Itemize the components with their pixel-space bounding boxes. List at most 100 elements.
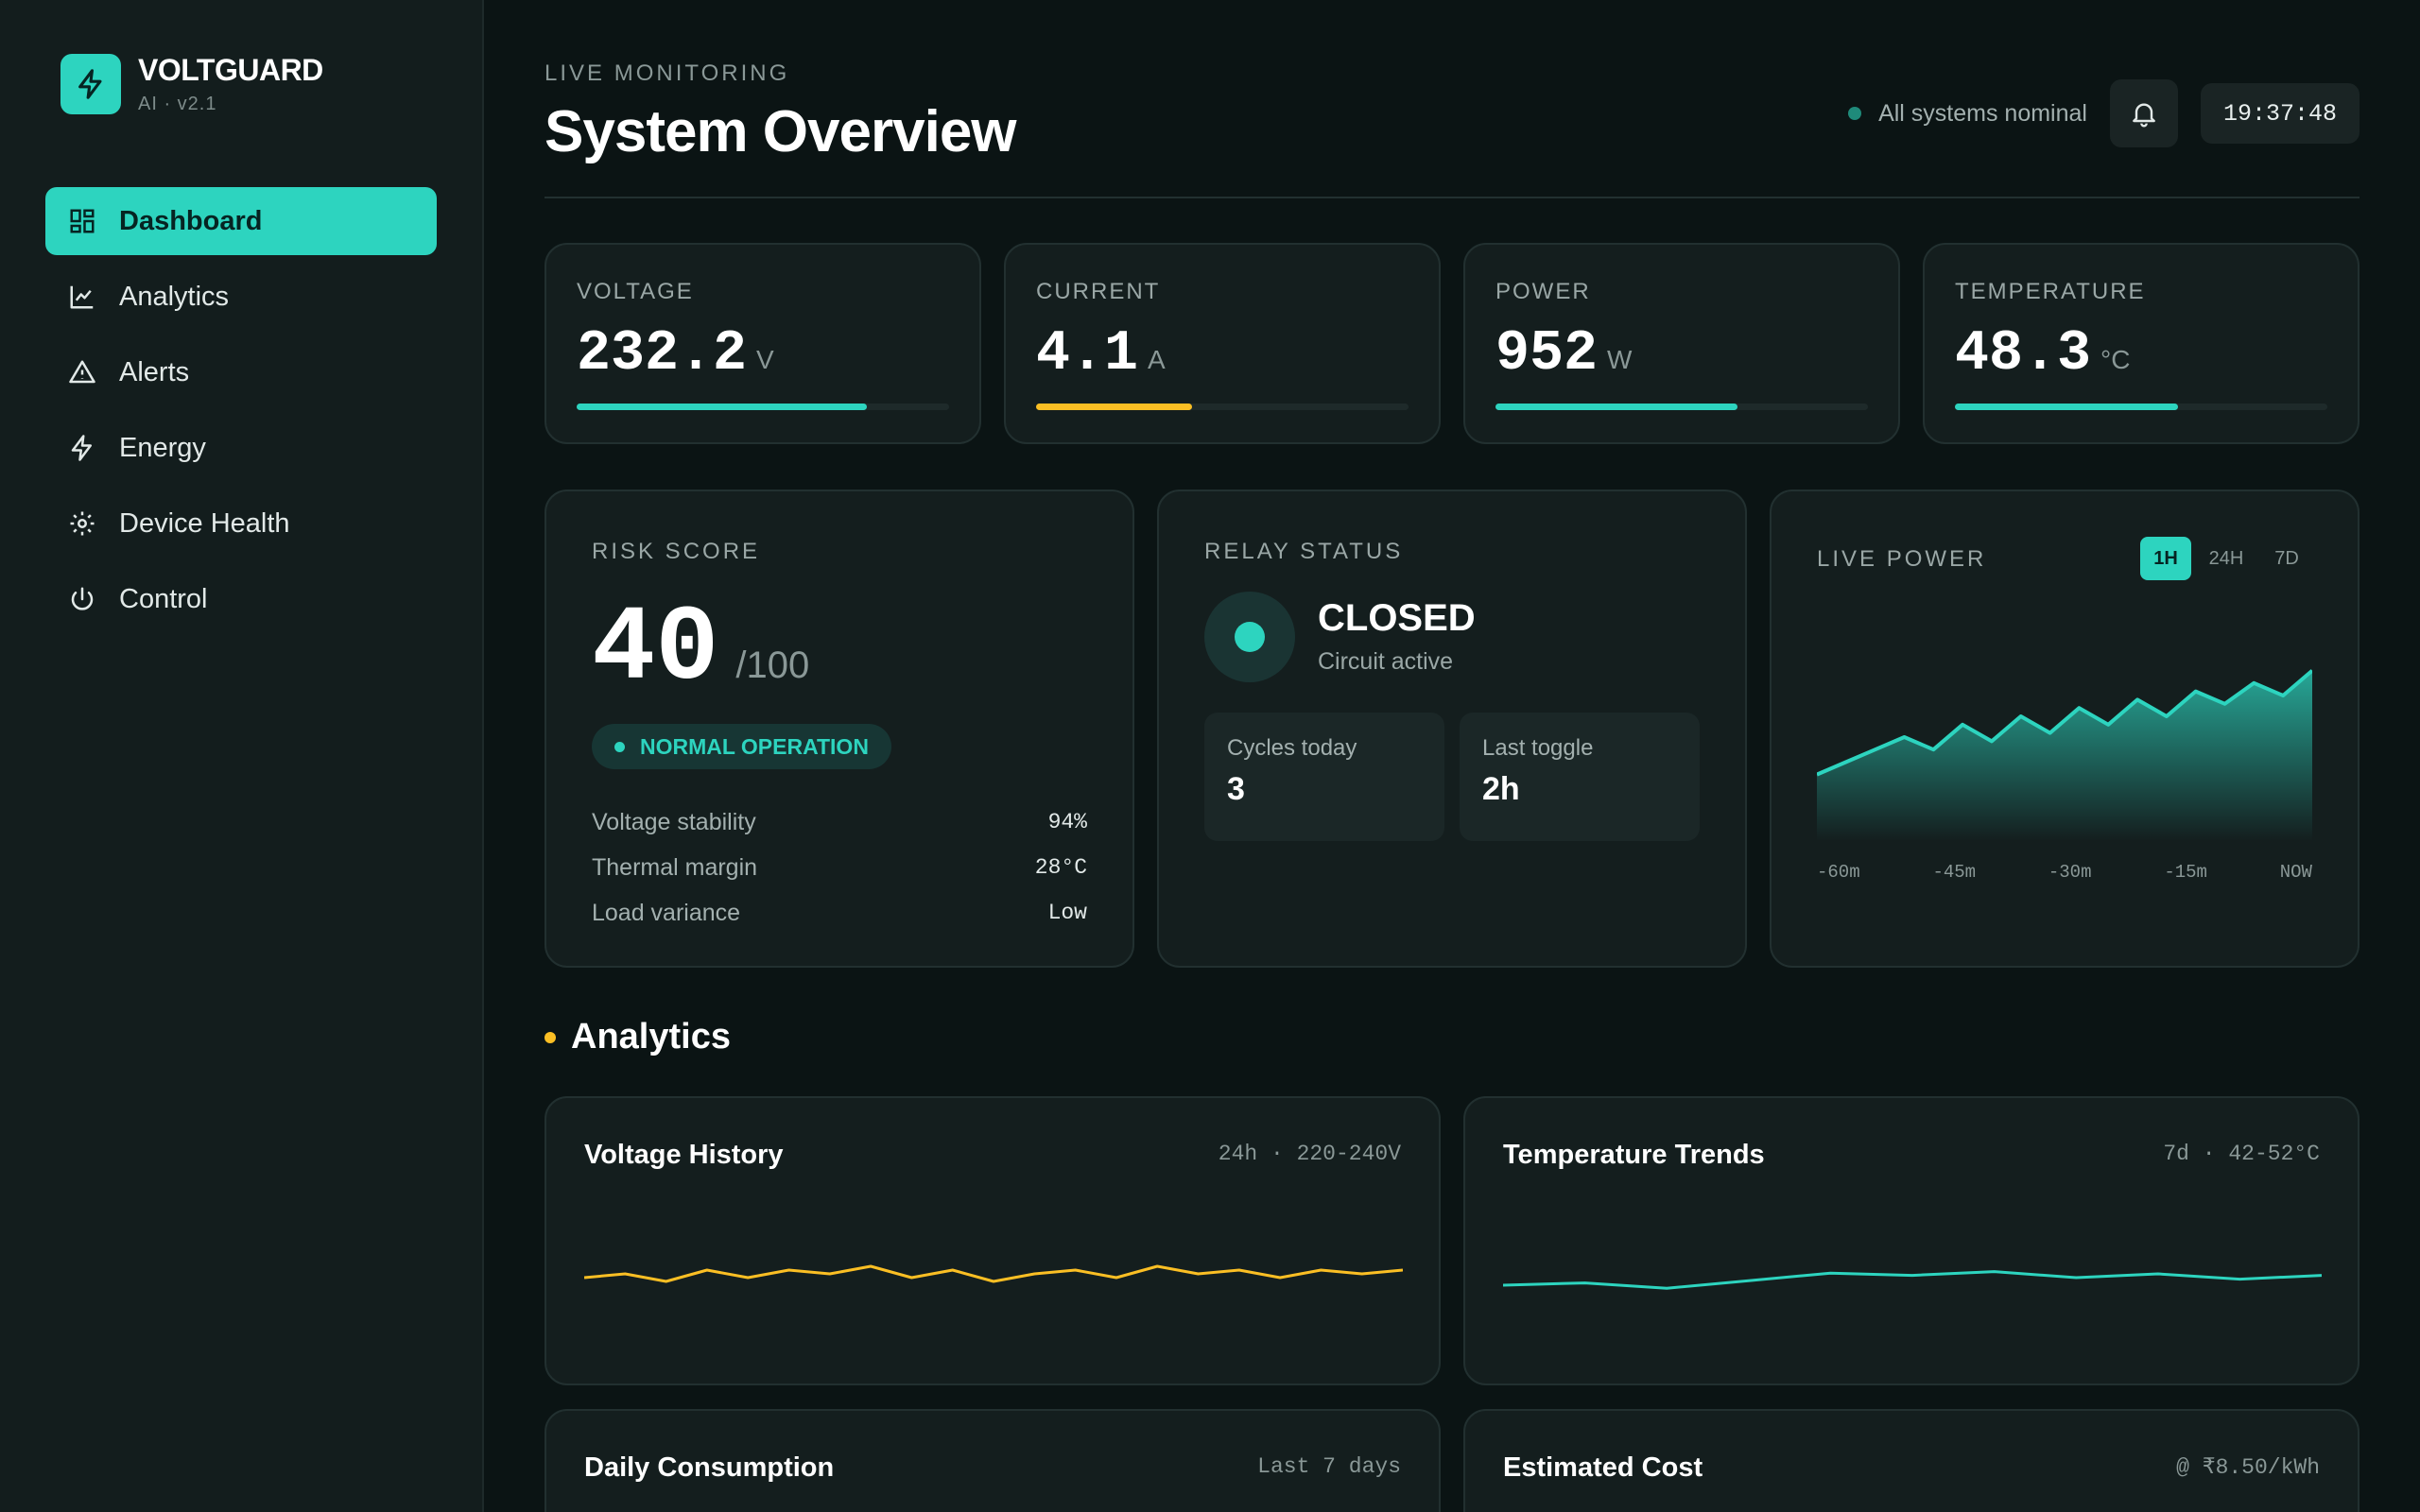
main-content: LIVE MONITORING System Overview All syst… [544, 0, 2360, 1512]
x-tick: -30m [2048, 862, 2092, 883]
live-power-area [1817, 670, 2312, 841]
series-line [584, 1264, 1403, 1283]
relay-label: RELAY STATUS [1204, 539, 1404, 564]
metric-unit: V [756, 345, 774, 374]
status-badge-label: NORMAL OPERATION [640, 733, 869, 759]
metric-label: CURRENT [1036, 279, 1161, 304]
live-power-line [1817, 669, 2312, 777]
brand-name: VOLTGUARD [138, 53, 323, 87]
chart-line-icon [70, 285, 94, 309]
metric-bar-fill [1495, 404, 1738, 410]
metric-value: 4.1 [1036, 322, 1139, 387]
risk-score-value: 40 [592, 590, 719, 710]
risk-row-value: 28°C [1034, 855, 1087, 880]
chart-meta: 7d · 42-52°C [2163, 1142, 2320, 1166]
sidebar-item-label: Analytics [119, 281, 230, 312]
metric-bar [577, 404, 949, 410]
tile-label: Last toggle [1482, 735, 1594, 761]
power-icon [71, 587, 94, 610]
relay-indicator-dot [1235, 622, 1265, 652]
page-eyebrow: LIVE MONITORING [544, 60, 790, 86]
section-heading: Analytics [571, 1017, 731, 1057]
gear-icon [70, 511, 95, 536]
bolt-icon [60, 54, 121, 114]
status-badge: NORMAL OPERATION [592, 724, 891, 769]
relay-indicator[interactable] [1204, 592, 1295, 682]
metric-unit: °C [2100, 345, 2131, 374]
brand[interactable]: VOLTGUARD AI · v2.1 [60, 53, 323, 115]
estimated-cost-card: Estimated Cost @ ₹8.50/kWh [1463, 1409, 2360, 1512]
daily-consumption-card: Daily Consumption Last 7 days [544, 1409, 1441, 1512]
metric-unit: W [1607, 345, 1633, 374]
metric-label: VOLTAGE [577, 279, 694, 304]
risk-row-load-variance: Load variance Low [592, 890, 1087, 936]
metric-bar-fill [1036, 404, 1193, 410]
x-tick: NOW [2279, 862, 2312, 883]
series-line [1503, 1270, 2322, 1290]
metric-card-power: POWER 952 W [1463, 243, 1900, 444]
sidebar-item-alerts[interactable]: Alerts [45, 338, 437, 406]
dashboard-icon [70, 209, 95, 233]
tile-label: Cycles today [1227, 735, 1357, 761]
sidebar-nav: Dashboard Analytics Alerts Energy Device… [45, 187, 437, 641]
x-tick: -45m [1932, 862, 1977, 883]
risk-row-value: 94% [1047, 810, 1087, 834]
metric-bar [1036, 404, 1409, 410]
metric-label: TEMPERATURE [1955, 279, 2146, 304]
status-dot [614, 741, 625, 752]
risk-score-max: /100 [735, 644, 810, 686]
page-title: System Overview [544, 99, 1017, 164]
relay-status-card: RELAY STATUS CLOSED Circuit active Cycle… [1157, 490, 1747, 968]
system-status: All systems nominal [1878, 99, 2087, 127]
chart-title: Estimated Cost [1503, 1452, 1703, 1483]
last-toggle-tile: Last toggle 2h [1460, 713, 1700, 841]
range-tab-1h[interactable]: 1H [2140, 537, 2191, 580]
status-dot [1848, 107, 1862, 120]
sidebar-item-dashboard[interactable]: Dashboard [45, 187, 437, 255]
x-tick: -15m [2164, 862, 2207, 883]
temperature-trends-chart [1503, 1270, 2322, 1290]
metric-card-voltage: VOLTAGE 232.2 V [544, 243, 981, 444]
range-tab-7d[interactable]: 7D [2274, 547, 2299, 569]
voltage-history-chart [584, 1264, 1403, 1283]
chart-title: Voltage History [584, 1140, 784, 1170]
sidebar-item-label: Device Health [119, 507, 290, 539]
sidebar-item-control[interactable]: Control [45, 565, 437, 633]
metric-card-current: CURRENT 4.1 A [1004, 243, 1441, 444]
sidebar: VOLTGUARD AI · v2.1 Dashboard Analytics … [0, 0, 484, 1512]
metric-label: POWER [1495, 279, 1591, 304]
live-power-label: LIVE POWER [1817, 546, 1987, 572]
chart-meta: 24h · 220-240V [1218, 1142, 1401, 1166]
alert-triangle-icon [69, 360, 95, 384]
metric-bar [1955, 404, 2327, 410]
risk-row-value: Low [1047, 901, 1087, 925]
metric-value: 48.3 [1955, 322, 2092, 387]
chart-title: Daily Consumption [584, 1452, 835, 1483]
sidebar-item-label: Control [119, 583, 208, 614]
sidebar-item-analytics[interactable]: Analytics [45, 263, 437, 331]
page-header: LIVE MONITORING System Overview All syst… [544, 60, 2360, 198]
range-tabs: 1H 24H 7D [2131, 537, 2312, 580]
sidebar-item-label: Dashboard [119, 205, 263, 236]
sidebar-item-device-health[interactable]: Device Health [45, 490, 437, 558]
brand-version: AI · v2.1 [138, 94, 217, 114]
range-tab-24h[interactable]: 24H [2208, 547, 2244, 569]
tile-value: 3 [1227, 771, 1245, 807]
risk-row-label: Load variance [592, 899, 741, 926]
cycles-today-tile: Cycles today 3 [1204, 713, 1444, 841]
notifications-button[interactable] [2109, 79, 2178, 147]
risk-label: RISK SCORE [592, 539, 761, 564]
metric-value: 232.2 [577, 322, 748, 387]
clock: 19:37:48 [2200, 83, 2360, 144]
temperature-trends-card: Temperature Trends 7d · 42-52°C [1463, 1096, 2360, 1385]
section-dot [544, 1031, 556, 1043]
risk-row-thermal-margin: Thermal margin 28°C [592, 845, 1087, 890]
tile-value: 2h [1482, 771, 1520, 807]
metric-bar-fill [577, 404, 868, 410]
metric-unit: A [1148, 345, 1166, 374]
sidebar-item-energy[interactable]: Energy [45, 414, 437, 482]
risk-row-voltage-stability: Voltage stability 94% [592, 799, 1087, 845]
sidebar-item-label: Energy [119, 432, 206, 463]
live-power-chart [1817, 669, 2312, 841]
x-tick: -60m [1817, 862, 1860, 883]
